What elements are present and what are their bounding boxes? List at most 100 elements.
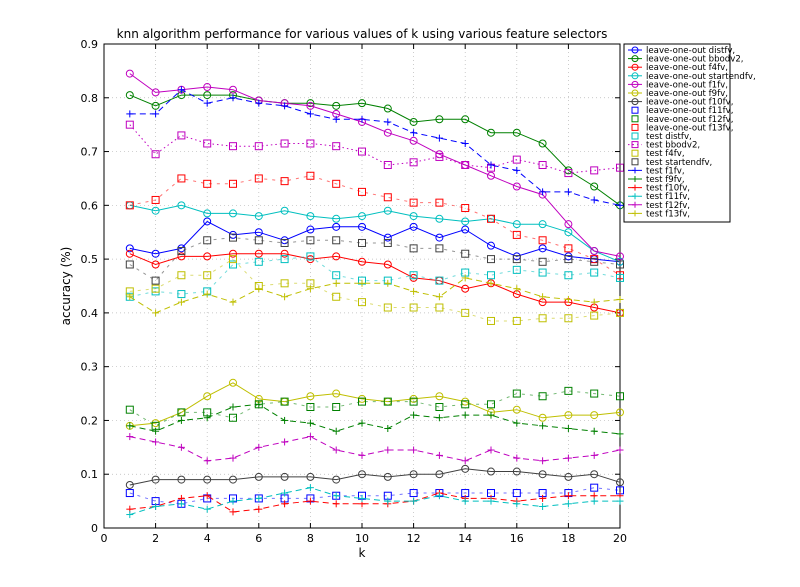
data-point [461,457,469,465]
data-point [306,419,314,427]
data-point [383,193,392,202]
data-point [332,142,341,151]
data-point [229,233,237,242]
series-line [129,237,621,282]
data-point [487,271,495,280]
x-tick-label: 10 [355,532,369,545]
data-point [512,128,521,137]
data-point [280,139,289,148]
data-point [435,403,444,411]
data-point [435,233,444,242]
data-point [564,314,573,323]
data-point [616,430,624,438]
data-point [564,500,572,508]
data-point [590,268,599,277]
data-point [409,117,418,126]
series-18 [126,433,624,465]
data-point [616,446,624,454]
legend-label: leave-one-out f1fv, [646,80,728,90]
y-tick-label: 0.4 [81,307,99,320]
data-point [358,494,366,502]
data-point [358,419,366,427]
data-point [487,411,495,419]
data-point [229,475,237,484]
data-point [177,500,185,508]
data-point [631,123,639,131]
data-point [410,287,418,295]
data-point [513,166,521,174]
legend-entry: test f4fv, [631,149,685,159]
legend-label: leave-one-out f13fv, [646,123,733,133]
data-point [487,241,495,250]
data-point [409,271,418,280]
y-tick-label: 0.6 [81,199,99,212]
data-point [632,210,638,217]
legend-entry: leave-one-out f10fv, [628,98,733,108]
data-point [358,397,366,406]
legend-label: leave-one-out f11fv, [646,106,733,116]
data-point [383,104,392,113]
data-point [126,110,134,118]
data-point [229,508,237,516]
data-point [616,497,624,505]
data-point [616,273,624,282]
data-point [280,238,289,247]
data-point [151,101,160,110]
legend-label: test startendfv, [646,158,712,168]
data-point [435,492,443,500]
data-point [332,271,341,280]
series-line [129,277,621,314]
data-point [461,284,470,293]
data-point [203,209,212,218]
data-point [435,293,443,301]
legend-label: leave-one-out distfv, [646,46,735,56]
data-point [487,467,495,476]
data-point [461,161,470,169]
data-point [152,110,160,118]
data-point [616,260,624,269]
data-point [631,55,639,63]
data-point [631,98,639,106]
data-point [616,478,624,487]
data-point [177,201,186,210]
data-point [631,149,639,157]
data-point [306,472,315,481]
x-tick-label: 8 [307,532,314,545]
legend-label: test f10fv, [646,184,690,194]
data-point [461,139,469,147]
data-point [513,419,521,427]
data-point [632,176,638,182]
data-point [512,316,521,325]
data-point [151,206,160,215]
data-point [564,228,573,237]
data-point [126,511,134,519]
series-line [129,258,621,322]
data-point [538,392,547,401]
legend-entry: test f11fv, [628,192,690,202]
data-point [435,152,444,161]
data-point [435,392,444,401]
data-point [229,298,237,306]
series-8 [125,386,624,430]
series-line [129,73,621,257]
data-point [358,298,366,307]
data-point [358,212,366,221]
data-point [564,411,573,420]
data-series [125,69,624,519]
data-point [538,236,547,245]
data-point [229,454,237,462]
data-point [487,316,495,325]
data-point [383,233,392,242]
data-point [616,392,624,401]
legend-entry: leave-one-out f11fv, [631,106,733,116]
legend-box [623,43,731,223]
x-tick-label: 18 [561,532,575,545]
data-point [538,413,547,422]
data-point [255,285,263,293]
series-14 [126,86,624,209]
data-point [435,451,443,459]
data-point [332,292,341,301]
legend-label: test f13fv, [646,209,690,219]
data-point [254,257,263,266]
data-point [564,454,572,462]
